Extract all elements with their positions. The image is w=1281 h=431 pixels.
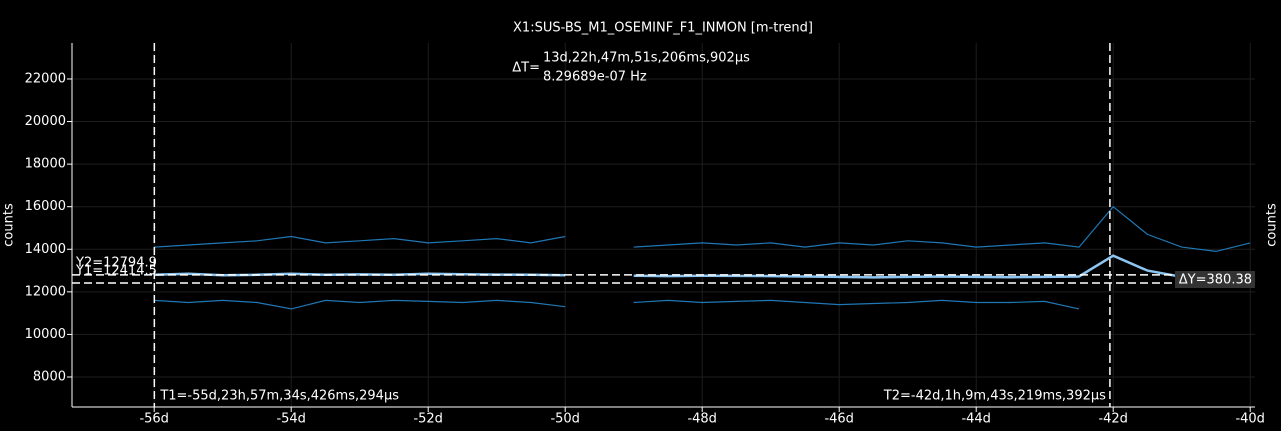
y-axis-label: counts: [2, 203, 17, 247]
y2-axis-label: counts: [1265, 203, 1280, 247]
x-tick-label: -52d: [413, 412, 443, 427]
y-tick-label: 14000: [25, 242, 66, 257]
x-tick-label: -56d: [139, 412, 169, 427]
cursor-label: T2=-42d,1h,9m,43s,219ms,392µs: [883, 389, 1106, 404]
cursor-delta: ΔY=380.38: [1179, 273, 1252, 288]
x-tick-label: -50d: [550, 412, 580, 427]
y-tick-label: 18000: [25, 157, 66, 172]
x-tick-label: -40d: [1235, 412, 1265, 427]
cursor-delta: ΔT=: [512, 61, 540, 76]
cursor-label: Y1=12414.5: [75, 264, 157, 279]
series-line: [154, 299, 1080, 310]
x-tick-label: -42d: [1098, 412, 1128, 427]
cursor-delta: 8.29689e-07 Hz: [543, 70, 647, 85]
y-tick-label: 8000: [33, 369, 66, 384]
y-tick-label: 20000: [25, 114, 66, 129]
label-bg: [1175, 271, 1255, 288]
x-tick-label: -44d: [961, 412, 991, 427]
cursor-label: Y2=12794.9: [75, 255, 157, 270]
y-tick-label: 12000: [25, 284, 66, 299]
y-tick-label: 10000: [25, 327, 66, 342]
y-tick-label: 22000: [25, 71, 66, 86]
x-tick-label: -46d: [824, 412, 854, 427]
y-tick-label: 16000: [25, 199, 66, 214]
cursor-label: T1=-55d,23h,57m,34s,426ms,294µs: [159, 389, 399, 404]
x-tick-label: -48d: [687, 412, 717, 427]
series-line: [154, 205, 1251, 253]
chart-title: X1:SUS-BS_M1_OSEMINF_F1_INMON [m-trend]: [513, 21, 813, 36]
cursor-delta: 13d,22h,47m,51s,206ms,902µs: [543, 51, 750, 66]
x-tick-label: -54d: [276, 412, 306, 427]
